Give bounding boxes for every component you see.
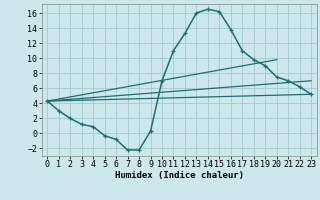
X-axis label: Humidex (Indice chaleur): Humidex (Indice chaleur) bbox=[115, 171, 244, 180]
